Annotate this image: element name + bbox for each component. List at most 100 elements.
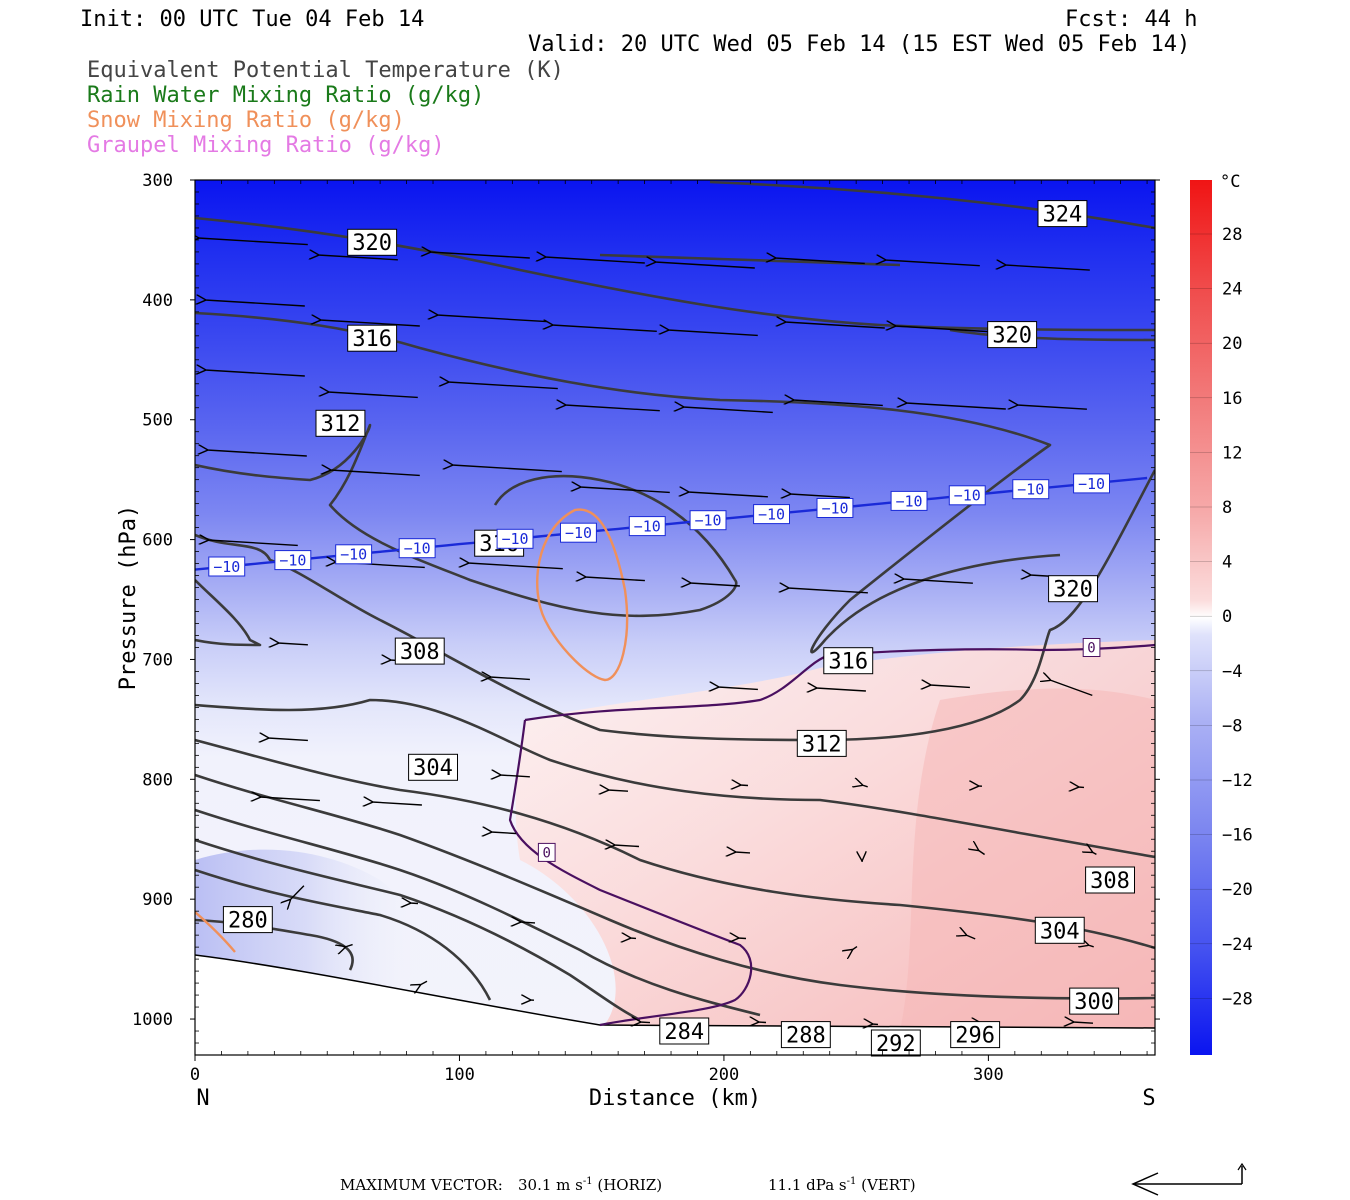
wind-vector (1050, 680, 1093, 697)
svg-text:300: 300 (1074, 990, 1114, 1015)
theta-e-contour-label: 312 (796, 729, 847, 757)
wind-vector (785, 322, 885, 329)
svg-text:320: 320 (992, 324, 1032, 349)
wind-vector (468, 563, 563, 570)
max-vertical-vector: 11.1 dPa s-1 (VERT) (768, 1176, 916, 1194)
theta-e-contour-label: 324 (1037, 200, 1088, 227)
isotherm-zero-lower (508, 719, 753, 1027)
forecast-hour: Fcst: 44 h (1065, 7, 1197, 32)
svg-text:304: 304 (1040, 919, 1080, 944)
theta-e-contours (195, 180, 1155, 1022)
legend-entry: Rain Water Mixing Ratio (g/kg) (87, 83, 484, 108)
wind-vector (775, 258, 865, 265)
theta-e-contour-label: 284 (659, 1017, 710, 1045)
svg-text:312: 312 (321, 412, 361, 437)
y-tick-label: 600 (142, 531, 173, 551)
svg-text:−10: −10 (954, 487, 981, 505)
theta-e-contour-label: 300 (1069, 987, 1120, 1015)
theta-e-contour-label: 304 (1034, 916, 1085, 944)
colorbar (1190, 180, 1212, 1055)
wind-vector (718, 687, 758, 689)
isotherm-minus-10-label: −10 (1012, 479, 1050, 500)
colorbar-label: −16 (1222, 826, 1253, 846)
svg-text:320: 320 (352, 231, 392, 256)
wind-vector (740, 785, 749, 786)
wind-vector (738, 938, 747, 939)
svg-text:316: 316 (828, 650, 868, 675)
wind-vector (491, 832, 517, 834)
wind-vector (895, 326, 995, 333)
wind-vector (852, 946, 858, 950)
colorbar-label: 24 (1222, 280, 1242, 300)
theta-e-contour-line (709, 180, 1155, 230)
colorbar-label: −12 (1222, 771, 1253, 791)
wind-vector (790, 494, 850, 498)
wind-vector (903, 579, 973, 583)
svg-text:−10: −10 (279, 552, 306, 570)
wind-vector (906, 403, 1006, 410)
wind-vector (320, 320, 420, 327)
y-tick-label: 400 (142, 291, 173, 311)
contour-labels: 280 284 288 292 296 300 304 304 308 308 312 312 316 3… (208, 200, 1135, 1057)
y-tick-label: 500 (142, 411, 173, 431)
x-tick-label: 200 (709, 1065, 740, 1085)
y-tick-label: 900 (142, 890, 173, 910)
theta-e-contour-label: 292 (870, 1029, 921, 1057)
theta-e-contour-line (195, 738, 1155, 950)
wind-vector (207, 450, 307, 457)
svg-text:316: 316 (352, 327, 392, 352)
isotherm-minus-10-label: −10 (335, 544, 373, 565)
wind-vector (688, 492, 768, 498)
wind-vector (655, 262, 755, 269)
wind-vector (735, 852, 751, 853)
theta-e-contour-label: 308 (394, 637, 445, 665)
wind-vector (420, 980, 428, 985)
wind-vector (430, 252, 530, 259)
legend-entry: Graupel Mixing Ratio (g/kg) (87, 133, 445, 158)
plot-frame (194, 179, 1156, 1056)
isotherm-minus-10-label: −10 (753, 504, 790, 525)
svg-text:280: 280 (228, 908, 268, 933)
isotherm-minus-10-label: −10 (560, 522, 597, 543)
colorbar-labels: 28 24 20 16 12 8 4 0 −4 −8 −12 −16 −20 −24 −28 (1190, 225, 1253, 1009)
wind-vector (1092, 852, 1097, 856)
wind-vector (614, 845, 640, 847)
wind-vector (448, 382, 558, 390)
theta-e-contour-label: 320 (987, 321, 1038, 349)
theta-e-contour-line (195, 838, 641, 1022)
wind-vector (565, 405, 660, 412)
wind-vector (545, 257, 645, 264)
y-tick-label: 800 (142, 770, 173, 790)
svg-text:−10: −10 (404, 540, 431, 558)
legend: Equivalent Potential Temperature (K)Rain… (87, 58, 564, 158)
colorbar-label: 8 (1222, 498, 1232, 518)
svg-text:−10: −10 (340, 546, 367, 564)
svg-text:−10: −10 (501, 530, 528, 548)
wind-vector (793, 400, 883, 407)
wind-vector (608, 790, 629, 791)
theta-e-contour-line (195, 773, 1155, 1000)
wind-vector (978, 850, 985, 856)
wind-vector (490, 677, 530, 679)
isotherm-minus-10-label: −10 (496, 528, 534, 549)
x-axis-label: Distance (km) (589, 1086, 761, 1111)
wind-vector (318, 255, 398, 261)
wind-vector (268, 738, 308, 740)
colorbar-label: 12 (1222, 443, 1242, 463)
x-axis-south-label: S (1142, 1086, 1155, 1111)
svg-text:−10: −10 (634, 517, 661, 535)
plot-area (195, 180, 1155, 1055)
theta-e-contour-label: 308 (1085, 866, 1135, 894)
isotherm-minus-10-label: −10 (208, 556, 246, 577)
wind-vector (930, 685, 970, 687)
valid-time: Valid: 20 UTC Wed 05 Feb 14 (15 EST Wed … (528, 32, 1190, 57)
svg-text:0: 0 (1087, 641, 1095, 657)
init-time: Init: 00 UTC Tue 04 Feb 14 (80, 7, 424, 32)
wind-vector (345, 943, 353, 947)
wind-vector (640, 1022, 651, 1023)
x-tick-label: 100 (444, 1065, 475, 1085)
wind-vector (260, 797, 320, 801)
x-axis-north-label: N (196, 1086, 209, 1111)
theta-e-contour-line (195, 469, 1155, 742)
wind-vector (683, 407, 773, 414)
